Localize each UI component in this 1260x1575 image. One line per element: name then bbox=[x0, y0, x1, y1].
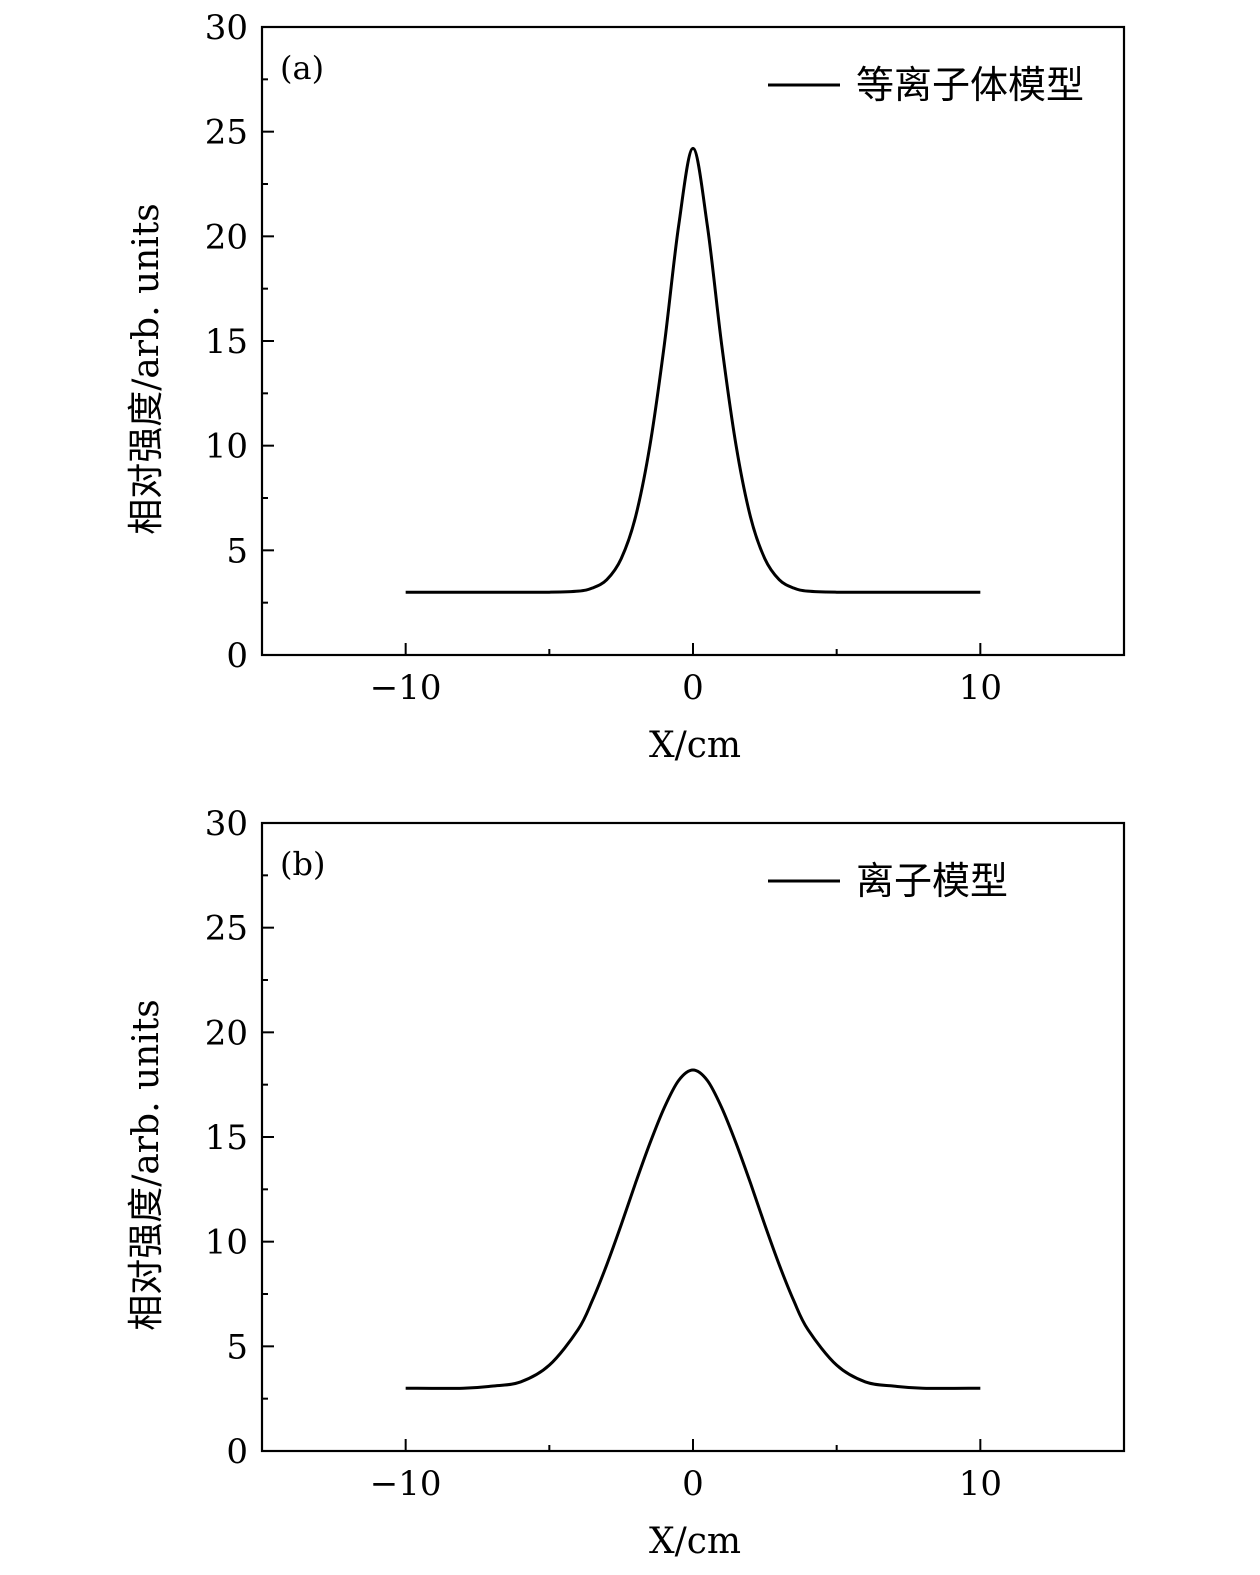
x-tick-label: 0 bbox=[682, 668, 704, 708]
x-axis-label: X/cm bbox=[649, 1521, 741, 1562]
legend-label: 等离子体模型 bbox=[856, 63, 1084, 107]
y-tick-label: 10 bbox=[205, 1223, 248, 1263]
y-tick-label: 15 bbox=[205, 322, 248, 362]
series-line bbox=[405, 146, 981, 594]
y-tick-label: 30 bbox=[205, 8, 248, 48]
y-tick-label: 10 bbox=[205, 427, 248, 467]
x-tick-label: 10 bbox=[959, 1464, 1002, 1504]
y-tick-label: 25 bbox=[205, 113, 248, 153]
y-tick-label: 30 bbox=[205, 804, 248, 844]
panel-a: −10 0 10 0 5 10 15 20 25 30 X/cm 相对强度/arb. units (a)… bbox=[126, 8, 1126, 766]
y-tick-label: 25 bbox=[205, 909, 248, 949]
y-tick-label: 5 bbox=[226, 1327, 248, 1367]
plot-frame bbox=[260, 821, 1126, 1453]
x-tick-label: 0 bbox=[682, 1464, 704, 1504]
x-tick-label: 10 bbox=[959, 668, 1002, 708]
y-tick-label: 20 bbox=[205, 1013, 248, 1053]
x-axis-label: X/cm bbox=[649, 725, 741, 766]
series-line bbox=[405, 1068, 981, 1390]
legend-label: 离子模型 bbox=[856, 859, 1008, 903]
panel-b: −10 0 10 0 5 10 15 20 25 30 X/cm 相对强度/arb. units (b)… bbox=[126, 804, 1126, 1562]
y-tick-label: 15 bbox=[205, 1118, 248, 1158]
y-tick-label: 0 bbox=[226, 636, 248, 676]
y-tick-label: 0 bbox=[226, 1432, 248, 1472]
x-tick-label: −10 bbox=[370, 668, 442, 708]
panel-label: (b) bbox=[280, 845, 325, 883]
plot-frame bbox=[260, 25, 1126, 657]
y-tick-label: 20 bbox=[205, 217, 248, 257]
panel-label: (a) bbox=[280, 49, 324, 87]
y-axis-label: 相对强度/arb. units bbox=[126, 203, 167, 535]
y-axis-label: 相对强度/arb. units bbox=[126, 999, 167, 1331]
x-tick-label: −10 bbox=[370, 1464, 442, 1504]
y-tick-label: 5 bbox=[226, 531, 248, 571]
